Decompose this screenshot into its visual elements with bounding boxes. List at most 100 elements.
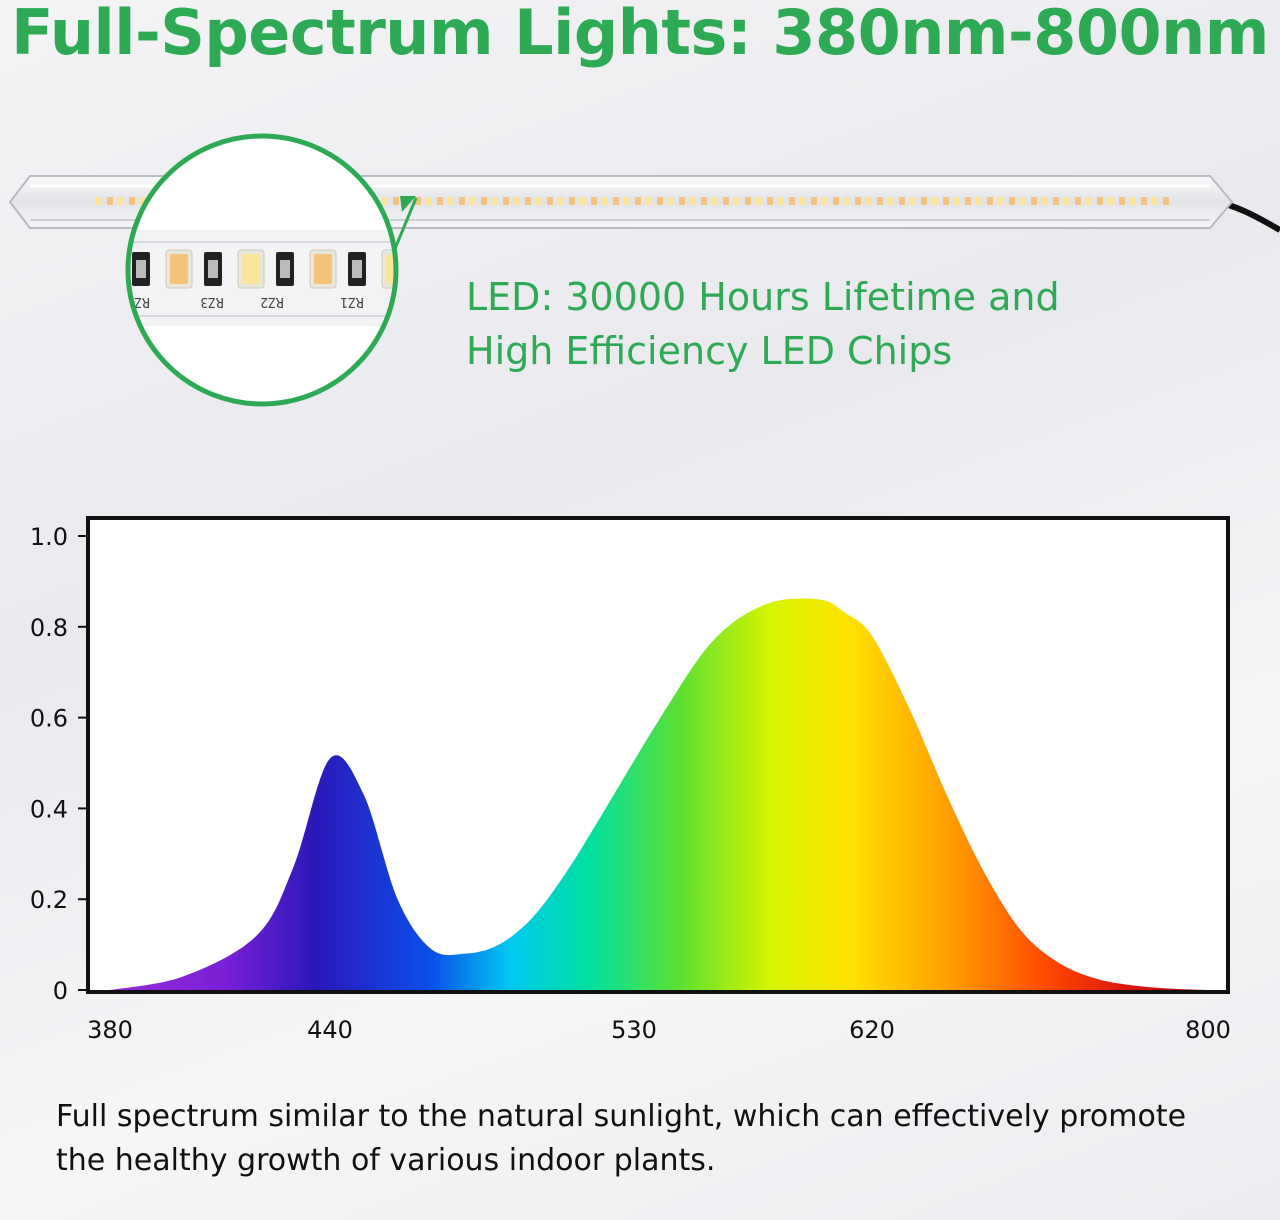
tube-led-chip — [1141, 197, 1147, 205]
tube-led-chip — [712, 197, 718, 205]
tube-led-chip — [140, 197, 146, 205]
y-tick-label: 1.0 — [30, 523, 68, 551]
tube-led-chip — [745, 197, 751, 205]
tube-led-chip — [690, 197, 696, 205]
tube-led-chip — [789, 197, 795, 205]
tube-led-chip — [602, 197, 608, 205]
led-caption-line2: High Efficiency LED Chips — [466, 329, 953, 373]
chip-code-label: RZ1 — [340, 294, 363, 309]
tube-led-chip — [833, 197, 839, 205]
tube-led-chip — [866, 197, 872, 205]
tube-led-chip — [679, 197, 685, 205]
tube-led-chip — [1152, 197, 1158, 205]
led-caption-line1: LED: 30000 Hours Lifetime and — [466, 275, 1060, 319]
tube-led-chip — [668, 197, 674, 205]
footer-text: Full spectrum similar to the natural sun… — [56, 1095, 1256, 1183]
tube-led-chip — [1053, 197, 1059, 205]
tube-led-chip — [536, 197, 542, 205]
tube-led-chip — [822, 197, 828, 205]
tube-led-chip — [778, 197, 784, 205]
tube-led-chip — [1163, 197, 1169, 205]
y-tick-label: 0 — [53, 977, 68, 1005]
tube-led-chip — [1064, 197, 1070, 205]
y-tick-label: 0.6 — [30, 705, 68, 733]
tube-led-chip — [547, 197, 553, 205]
resistor-label — [136, 260, 146, 278]
led-chip-phosphor — [242, 254, 260, 284]
tube-led-chip — [459, 197, 465, 205]
tube-led-chip — [976, 197, 982, 205]
tube-led-chip — [492, 197, 498, 205]
chip-code-label: RZ3 — [200, 294, 223, 309]
tube-led-chip — [1075, 197, 1081, 205]
tube-led-chip — [767, 197, 773, 205]
tube-led-chip — [558, 197, 564, 205]
tube-led-chip — [877, 197, 883, 205]
tube-led-chip — [503, 197, 509, 205]
chip-code-label: RZ2 — [260, 294, 283, 309]
tube-led-chip — [514, 197, 520, 205]
tube-led-chip — [888, 197, 894, 205]
tube-led-chip — [800, 197, 806, 205]
tube-led-chip — [965, 197, 971, 205]
tube-led-chip — [1119, 197, 1125, 205]
led-chip-phosphor — [386, 254, 394, 284]
tube-led-chip — [613, 197, 619, 205]
tube-led-chip — [910, 197, 916, 205]
tube-led-chip — [1042, 197, 1048, 205]
x-tick-label: 620 — [849, 1016, 895, 1044]
tube-led-chip — [580, 197, 586, 205]
x-tick-label: 800 — [1185, 1016, 1231, 1044]
led-chip-phosphor — [314, 254, 332, 284]
tube-led-chip — [96, 197, 102, 205]
tube-led-chip — [1108, 197, 1114, 205]
tube-led-chip — [1130, 197, 1136, 205]
tube-led-chip — [1097, 197, 1103, 205]
tube-led-chip — [470, 197, 476, 205]
tube-led-chip — [525, 197, 531, 205]
tube-led-chip — [998, 197, 1004, 205]
footer-line2: the healthy growth of various indoor pla… — [56, 1143, 716, 1178]
tube-led-chip — [899, 197, 905, 205]
tube-led-chip — [591, 197, 597, 205]
chip-code-label: RZ — [134, 294, 150, 309]
tube-led-chip — [624, 197, 630, 205]
led-tube-icon: RZ RZ3 RZ2 RZ1 — [8, 133, 1280, 407]
tube-led-chip — [844, 197, 850, 205]
tube-led-chip — [1031, 197, 1037, 205]
tube-led-chip — [635, 197, 641, 205]
tube-led-chip — [393, 197, 399, 205]
tube-led-chip — [987, 197, 993, 205]
resistor-label — [352, 260, 362, 278]
tube-led-chip — [701, 197, 707, 205]
tube-led-chip — [723, 197, 729, 205]
y-tick-label: 0.4 — [30, 795, 68, 823]
tube-led-chip — [437, 197, 443, 205]
x-tick-label: 380 — [87, 1016, 133, 1044]
tube-led-chip — [657, 197, 663, 205]
led-caption: LED: 30000 Hours Lifetime and High Effic… — [466, 270, 1166, 378]
tube-led-chip — [943, 197, 949, 205]
tube-led-chip — [734, 197, 740, 205]
x-tick-label: 440 — [307, 1016, 353, 1044]
footer-line1: Full spectrum similar to the natural sun… — [56, 1099, 1187, 1134]
x-tick-label: 530 — [611, 1016, 657, 1044]
tube-led-chip — [811, 197, 817, 205]
led-chip-phosphor — [170, 254, 188, 284]
resistor-label — [208, 260, 218, 278]
tube-led-chip — [426, 197, 432, 205]
tube-led-chip — [129, 197, 135, 205]
tube-led-chip — [855, 197, 861, 205]
tube-led-chip — [107, 197, 113, 205]
zoom-lens-icon: RZ RZ3 RZ2 RZ1 — [125, 133, 399, 407]
tube-led-chip — [756, 197, 762, 205]
y-tick-label: 0.8 — [30, 614, 68, 642]
tube-led-chip — [921, 197, 927, 205]
tube-led-chip — [382, 197, 388, 205]
resistor-label — [280, 260, 290, 278]
tube-led-chip — [646, 197, 652, 205]
tube-led-chip — [415, 197, 421, 205]
tube-led-chip — [1020, 197, 1026, 205]
tube-led-chip — [481, 197, 487, 205]
tube-led-chip — [1009, 197, 1015, 205]
